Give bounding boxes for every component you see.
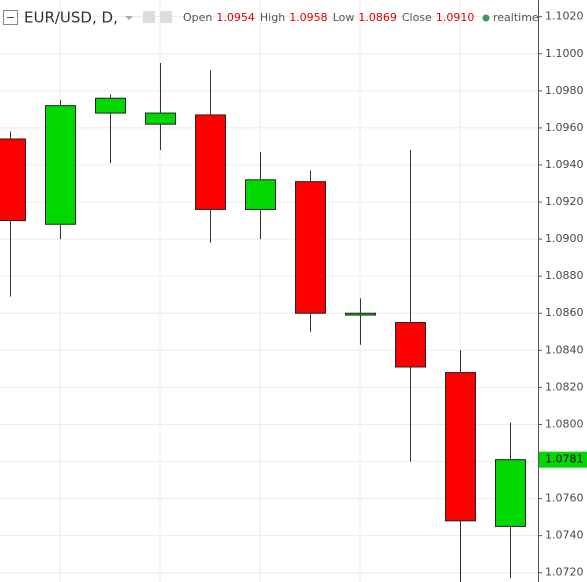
ohlc-legend: Open 1.0954 High 1.0958 Low 1.0869 Close 1.0910 (183, 11, 474, 24)
grid (0, 0, 538, 582)
candle-body (0, 138, 26, 222)
y-tick-label: 1.0920 (545, 195, 584, 208)
status-dot (482, 14, 490, 22)
legend-label: Low (333, 11, 355, 24)
symbol-title: EUR/USD, D, (24, 9, 118, 27)
settings-icon[interactable] (143, 11, 155, 23)
legend-label: High (260, 11, 285, 24)
legend-value: 1.0910 (436, 11, 475, 24)
candle-body (445, 372, 476, 522)
candle-body (345, 312, 376, 316)
y-tick-label: 1.0840 (545, 343, 584, 356)
legend-label: Close (402, 11, 432, 24)
header: EUR/USD, D, Open 1.0954 High 1.0958 Low 1.086… (3, 9, 539, 27)
y-tick-label: 1.0760 (545, 492, 584, 505)
candle-body (95, 97, 126, 114)
candle-body (495, 459, 526, 527)
candle-body (395, 322, 426, 368)
y-tick-label: 1.1020 (545, 10, 584, 23)
candle-body (245, 179, 276, 210)
y-tick-label: 1.0800 (545, 417, 584, 430)
legend-label: Open (183, 11, 212, 24)
settings-icon[interactable] (160, 11, 172, 23)
dropdown-icon[interactable] (125, 16, 133, 20)
y-tick-label: 1.1000 (545, 47, 584, 60)
candle-body (145, 112, 176, 125)
y-tick-label: 1.0820 (545, 380, 584, 393)
candles (0, 63, 526, 582)
last-price-label: 1.0781 (545, 453, 584, 466)
y-tick-label: 1.0860 (545, 306, 584, 319)
y-tick-label: 1.0740 (545, 529, 584, 542)
axis-background (538, 0, 587, 582)
legend-value: 1.0954 (216, 11, 255, 24)
status: realtime (493, 11, 539, 24)
price-axis: 1.1020 1.1000 1.0980 1.0960 1.0940 1.0920 1.09… (538, 0, 587, 582)
y-tick-label: 1.0900 (545, 232, 584, 245)
candle-body (45, 105, 76, 225)
legend-value: 1.0869 (358, 11, 397, 24)
legend-value: 1.0958 (289, 11, 328, 24)
y-tick-label: 1.0880 (545, 269, 584, 282)
y-tick-label: 1.0980 (545, 84, 584, 97)
y-tick-label: 1.0960 (545, 121, 584, 134)
candle-body (195, 114, 226, 210)
y-tick-label: 1.0940 (545, 158, 584, 171)
last-price-tag (539, 451, 587, 468)
y-tick-label: 1.0720 (545, 566, 584, 579)
candle-body (295, 181, 326, 314)
